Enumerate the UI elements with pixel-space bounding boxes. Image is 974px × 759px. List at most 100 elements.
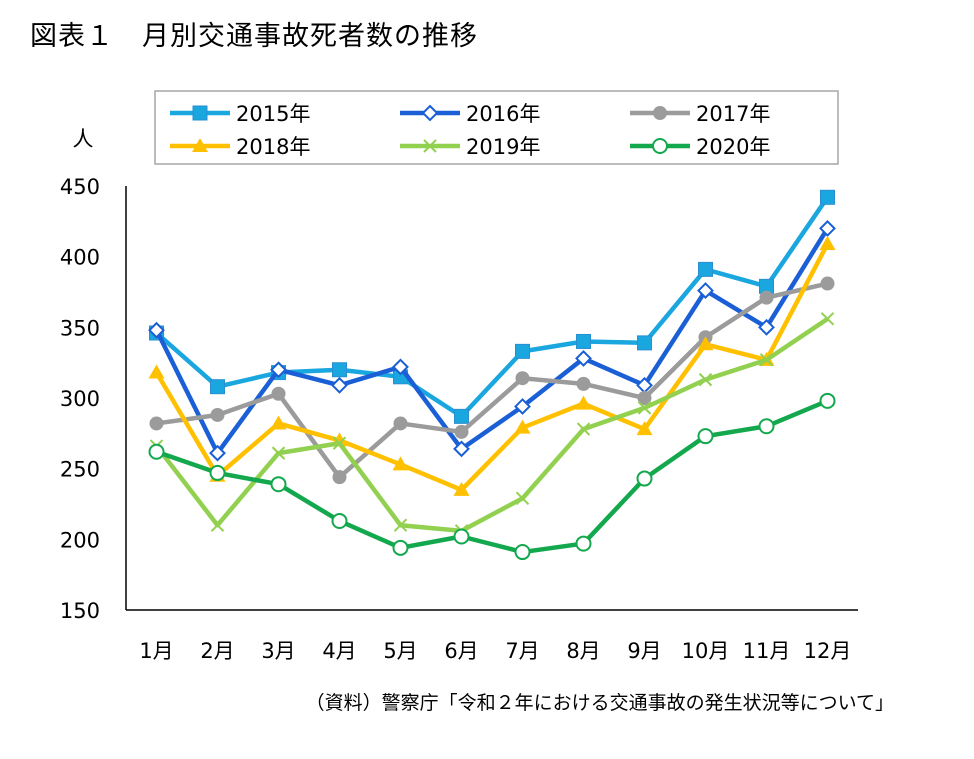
data-point	[698, 372, 713, 387]
data-point	[576, 376, 591, 391]
legend-item: 2016年	[400, 102, 540, 126]
data-point	[515, 491, 530, 506]
y-tick-label: 250	[60, 458, 100, 482]
data-point	[819, 219, 836, 237]
y-axis-ticks: 150 200 250 300 350 400 450	[60, 175, 100, 623]
data-point	[697, 336, 714, 351]
legend-box	[154, 90, 839, 165]
data-point	[271, 386, 286, 401]
y-tick-label: 300	[60, 387, 100, 411]
data-point	[209, 444, 226, 462]
data-point	[453, 440, 470, 458]
legend-marker	[653, 106, 667, 120]
chart-title: 図表１ 月別交通事故死者数の推移	[30, 21, 478, 52]
data-point	[819, 235, 836, 250]
data-point	[514, 544, 531, 561]
y-tick-label: 350	[60, 316, 100, 340]
legend-label: 2017年	[696, 102, 770, 126]
x-tick-label: 10月	[682, 639, 730, 663]
data-point	[332, 470, 347, 485]
legend-marker	[423, 139, 437, 153]
data-point	[575, 350, 592, 367]
series-2016年	[148, 219, 836, 462]
legend-label: 2018年	[236, 135, 310, 159]
data-point	[636, 421, 653, 436]
legend-label: 2015年	[236, 102, 310, 126]
y-tick-label: 150	[60, 599, 100, 623]
data-point	[454, 408, 469, 424]
data-point	[576, 333, 591, 349]
data-point	[148, 443, 165, 460]
series-line	[154, 242, 830, 493]
data-point	[271, 446, 286, 460]
x-tick-label: 3月	[261, 639, 295, 663]
data-point	[697, 282, 714, 300]
data-point	[149, 416, 164, 431]
data-point	[392, 539, 409, 556]
x-tick-label: 1月	[139, 639, 173, 663]
data-point	[392, 456, 409, 471]
x-tick-label: 11月	[743, 639, 791, 663]
data-point	[331, 376, 348, 394]
legend-marker	[652, 138, 668, 154]
data-point	[759, 290, 774, 305]
series-line	[154, 316, 829, 534]
data-point	[393, 416, 408, 431]
x-tick-label: 4月	[322, 639, 356, 663]
legend-label: 2016年	[466, 102, 540, 126]
x-tick-label: 7月	[505, 639, 539, 663]
data-point	[514, 419, 531, 434]
data-point	[453, 528, 470, 545]
data-point	[637, 335, 652, 351]
source-note: （資料）警察庁「令和２年における交通事故の発生状況等について」	[305, 692, 894, 714]
data-point	[210, 379, 225, 395]
data-point	[515, 343, 530, 359]
data-point	[331, 512, 348, 529]
legend-marker	[421, 104, 439, 122]
x-tick-label: 5月	[383, 639, 417, 663]
series-line	[154, 227, 830, 456]
data-point	[210, 407, 225, 422]
legend-marker	[192, 105, 208, 121]
data-point	[637, 401, 652, 415]
y-tick-label: 400	[60, 246, 100, 270]
y-axis-label: 人	[73, 127, 94, 151]
data-point	[209, 464, 226, 481]
data-point	[392, 358, 409, 376]
series-2019年	[149, 312, 835, 538]
data-point	[576, 422, 591, 436]
data-point	[148, 364, 165, 379]
legend-item: 2017年	[630, 102, 770, 126]
data-point	[758, 318, 775, 336]
x-axis-ticks: 1月 2月 3月 4月 5月 6月 7月 8月 9月 10月 11月 12月	[139, 639, 851, 663]
series-layer	[148, 189, 836, 561]
data-point	[575, 535, 592, 552]
legend-item: 2015年	[170, 102, 310, 126]
series-2020年	[148, 392, 836, 561]
x-tick-label: 12月	[804, 639, 852, 663]
legend-item: 2019年	[400, 135, 540, 159]
data-point	[575, 395, 592, 410]
series-2017年	[149, 276, 835, 485]
data-point	[332, 362, 347, 378]
legend-item: 2018年	[170, 135, 310, 159]
legend-label: 2019年	[466, 135, 540, 159]
data-point	[759, 353, 774, 367]
x-tick-label: 2月	[200, 639, 234, 663]
y-tick-label: 200	[60, 528, 100, 552]
legend: 2015年 2016年 2017年 2018年 2019年 2020年	[154, 90, 839, 165]
data-point	[819, 392, 836, 409]
data-point	[270, 361, 287, 379]
data-point	[636, 470, 653, 487]
data-point	[210, 518, 225, 532]
data-point	[637, 391, 652, 405]
series-line	[155, 196, 830, 419]
x-tick-label: 8月	[566, 639, 600, 663]
data-point	[270, 415, 287, 430]
data-point	[270, 476, 287, 493]
data-point	[820, 189, 835, 205]
data-point	[453, 481, 470, 496]
data-point	[148, 321, 165, 339]
data-point	[758, 418, 775, 435]
